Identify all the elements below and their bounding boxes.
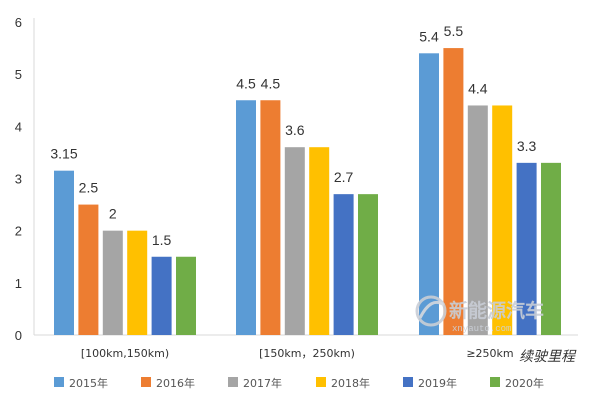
legend-item: 2018年 [316, 376, 370, 390]
y-tick-label: 4 [15, 119, 22, 134]
y-tick-label: 1 [15, 276, 22, 291]
bar [54, 170, 74, 335]
legend-swatch [141, 377, 151, 387]
y-tick-label: 6 [15, 15, 22, 30]
legend-label: 2016年 [156, 376, 195, 390]
legend-item: 2017年 [228, 376, 282, 390]
data-label: 2.5 [79, 180, 99, 196]
legend-swatch [490, 377, 500, 387]
bar [443, 48, 464, 335]
data-labels-group: 3.15 4.5 5.4 2.5 4.5 5.5 2 3.6 4.4 1.5 2.7 3.3 [50, 23, 536, 248]
data-label: 4.5 [236, 75, 256, 91]
data-label: 3.15 [50, 146, 77, 162]
bar [102, 230, 123, 335]
bar [467, 105, 488, 335]
legend-item: 2016年 [141, 376, 195, 390]
legend-item: 2019年 [403, 376, 457, 390]
bar [284, 147, 305, 335]
x-category-label: [150km，250km) [259, 347, 355, 360]
legend-swatch [228, 377, 238, 387]
watermark-text: 新能源汽车 [449, 299, 544, 322]
legend-swatch [316, 377, 326, 387]
legend-label: 2015年 [69, 376, 108, 390]
x-category-label: [100km,150km) [81, 347, 169, 360]
legend-label: 2017年 [243, 376, 282, 390]
bar [309, 147, 330, 335]
bar [492, 105, 513, 335]
watermark-logo-icon [415, 295, 447, 327]
bar [541, 162, 561, 335]
legend: 2015年 2016年 2017年 2018年 2019年 2020年 [54, 376, 544, 390]
bar [236, 100, 256, 335]
bar [333, 194, 354, 335]
legend-swatch [54, 377, 64, 387]
bar [78, 204, 99, 335]
data-label: 5.4 [419, 28, 439, 44]
data-label: 2 [109, 206, 117, 222]
bar [419, 53, 439, 336]
bar [151, 256, 172, 335]
y-tick-label: 0 [15, 328, 22, 343]
watermark-swoosh-icon [418, 300, 445, 319]
y-tick-label: 2 [15, 224, 22, 239]
bar-series-group [54, 48, 561, 336]
y-tick-label: 5 [15, 67, 22, 82]
data-label: 5.5 [444, 23, 464, 39]
bar [358, 194, 378, 335]
legend-item: 2020年 [490, 376, 544, 390]
watermark-subtext: xnyauto.com [452, 324, 511, 334]
data-label: 4.5 [261, 75, 281, 91]
legend-label: 2018年 [331, 376, 370, 390]
bar [516, 162, 537, 335]
bar [176, 256, 196, 335]
data-label: 1.5 [152, 232, 172, 248]
y-tick-label: 3 [15, 172, 22, 187]
data-label: 3.6 [285, 122, 305, 138]
legend-label: 2019年 [418, 376, 457, 390]
bar [260, 100, 281, 335]
x-category-label: ≥250km [466, 347, 513, 360]
bar [127, 230, 148, 335]
x-axis-title: 续驶里程 [519, 349, 577, 365]
data-label: 3.3 [517, 138, 537, 154]
watermark: 新能源汽车 xnyauto.com [415, 295, 544, 334]
data-label: 4.4 [468, 80, 488, 96]
category-labels-group: [100km,150km) [150km，250km) ≥250km [81, 347, 514, 360]
legend-item: 2015年 [54, 376, 108, 390]
legend-label: 2020年 [505, 376, 544, 390]
legend-swatch [403, 377, 413, 387]
data-label: 2.7 [334, 169, 354, 185]
